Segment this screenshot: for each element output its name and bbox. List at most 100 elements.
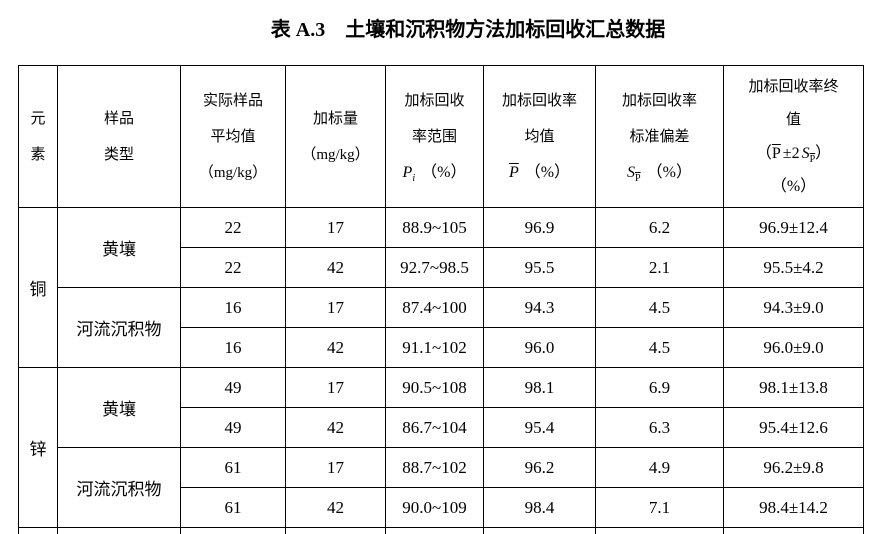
header-line: 类型	[103, 146, 134, 163]
header-line: 加标回收率终	[748, 78, 839, 95]
unit-percent: （%）	[421, 163, 467, 181]
cell-element: 铜	[18, 207, 58, 368]
cell-mean: 94.3	[483, 287, 596, 328]
cell-spike: 42	[285, 327, 386, 368]
formula-s-pbar: SP （%）	[597, 155, 723, 191]
cell-avg: 49	[180, 367, 286, 408]
cell-mean: 96.9	[483, 207, 596, 248]
cell-sample-type: 河流沉积物	[57, 447, 181, 528]
cell-avg: 61	[180, 487, 286, 528]
col-header-actual-avg: 实际样品 平均值 （mg/kg）	[180, 65, 286, 208]
cell-empty	[57, 527, 181, 534]
table-row-partial	[18, 527, 864, 534]
plus-minus-2: ±2	[782, 144, 800, 162]
header-line: 均值	[524, 128, 555, 145]
cell-empty	[483, 527, 596, 534]
col-header-sample-type: 样品 类型	[57, 65, 181, 208]
col-header-element: 元 素	[18, 65, 58, 208]
cell-mean: 95.5	[483, 247, 596, 288]
header-line: 样品	[103, 110, 134, 127]
cell-avg: 16	[180, 287, 286, 328]
cell-empty	[723, 527, 864, 534]
header-line: 加标量	[312, 110, 358, 127]
subscript-i: i	[412, 172, 416, 184]
cell-sd: 6.9	[595, 367, 724, 408]
cell-avg: 49	[180, 407, 286, 448]
header-line: 素	[30, 146, 46, 163]
cell-sd: 4.5	[595, 327, 724, 368]
cell-final: 96.9±12.4	[723, 207, 864, 248]
cell-range: 92.7~98.5	[385, 247, 484, 288]
table-caption: 表 A.3 土壤和沉积物方法加标回收汇总数据	[270, 19, 666, 41]
header-row: 元 素 样品 类型 实际样品 平均值 （mg/kg） 加标量 （mg/kg） 加…	[18, 65, 864, 208]
cell-avg: 22	[180, 247, 286, 288]
cell-final: 98.1±13.8	[723, 367, 864, 408]
table-row: 河流沉积物 16 17 87.4~100 94.3 4.5 94.3±9.0	[19, 287, 864, 368]
cell-spike: 17	[285, 447, 386, 488]
cell-empty	[595, 527, 724, 534]
subscript-p-bar: P	[635, 172, 641, 184]
cell-range: 90.0~109	[385, 487, 484, 528]
header-line: 实际样品	[202, 92, 263, 109]
cell-avg: 61	[180, 447, 286, 488]
cell-spike: 42	[285, 487, 386, 528]
cell-element: 锌	[18, 367, 58, 528]
symbol-p-bar: P	[771, 144, 781, 162]
col-header-recovery-sd: 加标回收率 标准偏差 SP （%）	[595, 65, 724, 208]
cell-mean: 95.4	[483, 407, 596, 448]
cell-sd: 6.2	[595, 207, 724, 248]
symbol-p-bar: P	[508, 163, 519, 181]
cell-mean: 96.0	[483, 327, 596, 368]
col-header-recovery-final: 加标回收率终 值 （P ±2 SP） （%）	[723, 65, 864, 208]
paren-close: ）	[815, 144, 832, 162]
cell-spike: 17	[285, 287, 386, 328]
cell-mean: 98.1	[483, 367, 596, 408]
cell-empty	[180, 527, 286, 534]
cell-sd: 6.3	[595, 407, 724, 448]
cell-sd: 2.1	[595, 247, 724, 288]
cell-empty	[385, 527, 484, 534]
cell-spike: 17	[285, 207, 386, 248]
cell-avg: 16	[180, 327, 286, 368]
header-line: 加标回收	[404, 92, 465, 109]
recovery-summary-table: 元 素 样品 类型 实际样品 平均值 （mg/kg） 加标量 （mg/kg） 加…	[18, 65, 864, 534]
cell-mean: 96.2	[483, 447, 596, 488]
header-line: （mg/kg）	[198, 164, 268, 181]
cell-sd: 4.5	[595, 287, 724, 328]
cell-empty	[285, 527, 386, 534]
subscript-p-bar: P	[809, 153, 816, 165]
table-row: 河流沉积物 61 17 88.7~102 96.2 4.9 96.2±9.8	[19, 447, 864, 528]
formula-pi: Pi （%）	[387, 155, 483, 191]
header-line: 元	[30, 110, 46, 127]
cell-final: 95.5±4.2	[723, 247, 864, 288]
paren-open: （	[755, 144, 772, 162]
formula-pbar: P （%）	[485, 155, 595, 191]
cell-range: 87.4~100	[385, 287, 484, 328]
unit-percent: （%）	[646, 163, 692, 181]
symbol-s: S	[627, 163, 636, 181]
table-row: 22 42 92.7~98.5 95.5 2.1 95.5±4.2	[19, 247, 864, 288]
cell-final: 96.2±9.8	[723, 447, 864, 488]
col-header-recovery-mean: 加标回收率 均值 P （%）	[483, 65, 596, 208]
cell-final: 95.4±12.6	[723, 407, 864, 448]
header-line: 加标回收率	[621, 92, 697, 109]
cell-range: 86.7~104	[385, 407, 484, 448]
header-line: 标准偏差	[629, 128, 690, 145]
table-row: 铜 黄壤 22 17 88.9~105 96.9 6.2 96.9±12.4	[18, 207, 864, 368]
header-line: （mg/kg）	[301, 146, 370, 163]
header-line: 平均值	[210, 128, 256, 145]
header-line: 值	[785, 111, 801, 128]
cell-spike: 17	[285, 367, 386, 408]
symbol-p: P	[402, 163, 413, 181]
symbol-s: S	[801, 144, 810, 162]
cell-range: 88.7~102	[385, 447, 484, 488]
formula-pbar-2s: （P ±2 SP）	[725, 137, 863, 170]
cell-empty	[18, 527, 58, 534]
cell-mean: 98.4	[483, 487, 596, 528]
cell-sd: 4.9	[595, 447, 724, 488]
cell-spike: 42	[285, 247, 386, 288]
header-line: 加标回收率	[501, 92, 577, 109]
cell-sample-type: 黄壤	[57, 207, 181, 288]
cell-spike: 42	[285, 407, 386, 448]
cell-final: 98.4±14.2	[723, 487, 864, 528]
